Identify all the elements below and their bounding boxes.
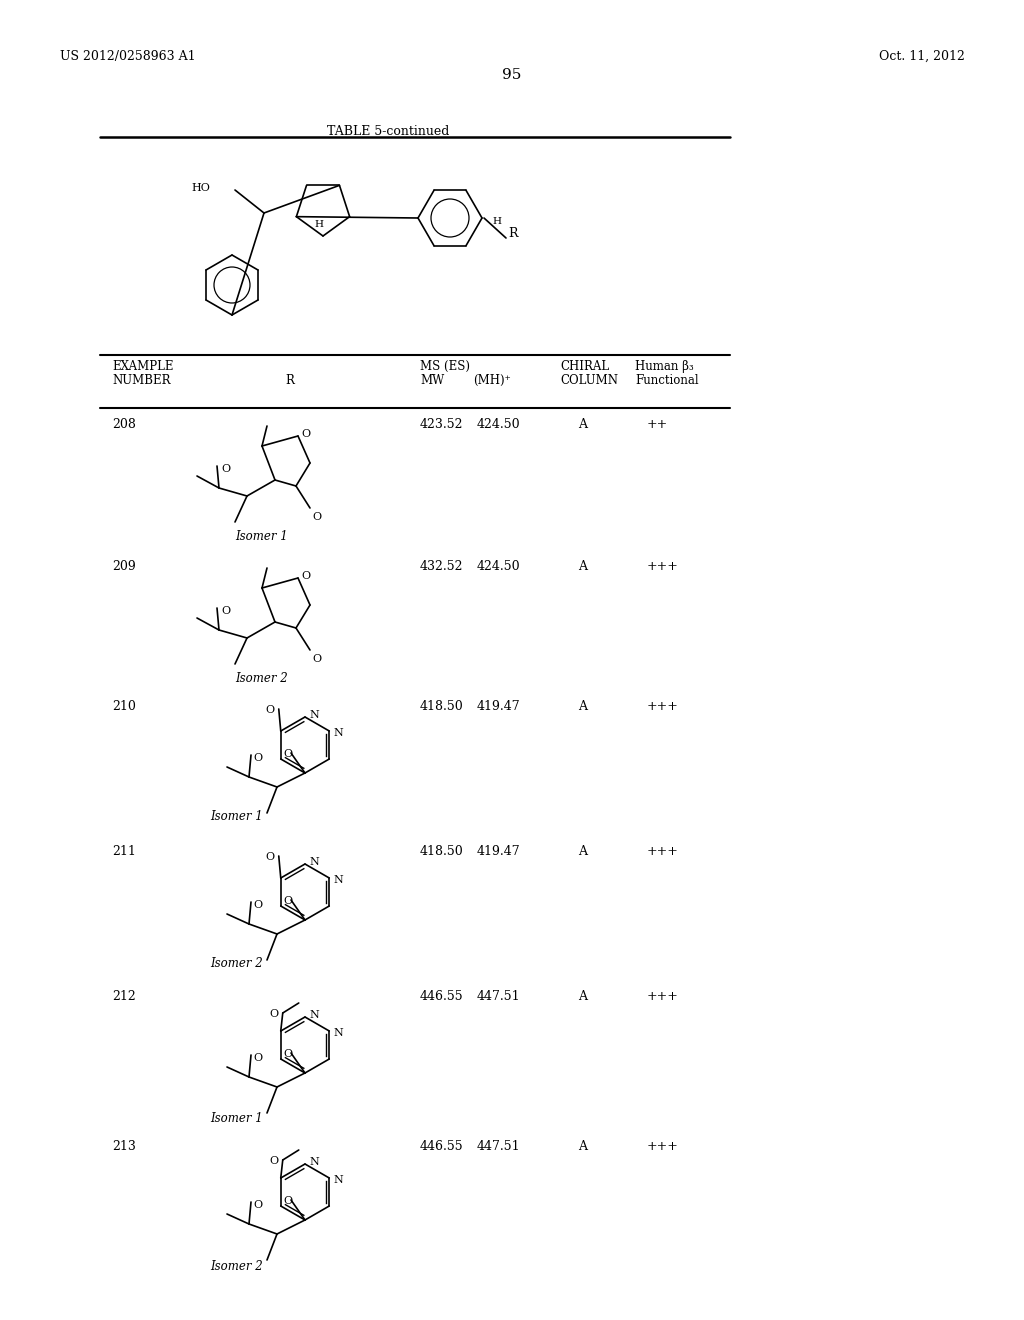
Text: +++: +++ bbox=[647, 1140, 679, 1152]
Text: 210: 210 bbox=[112, 700, 136, 713]
Text: 209: 209 bbox=[112, 560, 136, 573]
Text: 213: 213 bbox=[112, 1140, 136, 1152]
Text: O: O bbox=[312, 512, 322, 521]
Text: O: O bbox=[284, 748, 293, 759]
Text: CHIRAL: CHIRAL bbox=[560, 360, 609, 374]
Text: Human β₃: Human β₃ bbox=[635, 360, 693, 374]
Text: O: O bbox=[312, 653, 322, 664]
Text: HO: HO bbox=[191, 183, 210, 193]
Text: O: O bbox=[253, 1200, 262, 1210]
Text: 432.52: 432.52 bbox=[420, 560, 464, 573]
Text: O: O bbox=[265, 705, 274, 715]
Text: A: A bbox=[578, 845, 587, 858]
Text: O: O bbox=[253, 1053, 262, 1063]
Text: N: N bbox=[309, 1158, 318, 1167]
Text: 447.51: 447.51 bbox=[477, 990, 520, 1003]
Text: O: O bbox=[253, 900, 262, 909]
Text: N: N bbox=[333, 875, 343, 884]
Text: 418.50: 418.50 bbox=[420, 845, 464, 858]
Text: MS (ES): MS (ES) bbox=[420, 360, 470, 374]
Text: +++: +++ bbox=[647, 845, 679, 858]
Text: N: N bbox=[333, 1175, 343, 1185]
Text: A: A bbox=[578, 990, 587, 1003]
Text: Isomer 1: Isomer 1 bbox=[210, 1111, 263, 1125]
Text: N: N bbox=[309, 857, 318, 867]
Text: O: O bbox=[301, 429, 310, 440]
Text: O: O bbox=[284, 896, 293, 906]
Text: A: A bbox=[578, 700, 587, 713]
Text: Isomer 2: Isomer 2 bbox=[210, 957, 263, 970]
Text: (MH)⁺: (MH)⁺ bbox=[473, 374, 511, 387]
Text: O: O bbox=[221, 465, 230, 474]
Text: O: O bbox=[284, 1196, 293, 1206]
Text: O: O bbox=[269, 1156, 279, 1166]
Text: O: O bbox=[221, 606, 230, 616]
Text: 212: 212 bbox=[112, 990, 136, 1003]
Text: +++: +++ bbox=[647, 560, 679, 573]
Text: 447.51: 447.51 bbox=[477, 1140, 520, 1152]
Text: +++: +++ bbox=[647, 700, 679, 713]
Text: 424.50: 424.50 bbox=[477, 560, 520, 573]
Text: O: O bbox=[269, 1008, 279, 1019]
Text: 418.50: 418.50 bbox=[420, 700, 464, 713]
Text: NUMBER: NUMBER bbox=[112, 374, 171, 387]
Text: Isomer 1: Isomer 1 bbox=[210, 810, 263, 822]
Text: Functional: Functional bbox=[635, 374, 698, 387]
Text: O: O bbox=[301, 572, 310, 581]
Text: A: A bbox=[578, 560, 587, 573]
Text: TABLE 5-continued: TABLE 5-continued bbox=[327, 125, 450, 139]
Text: MW: MW bbox=[420, 374, 444, 387]
Text: 446.55: 446.55 bbox=[420, 1140, 464, 1152]
Text: H: H bbox=[314, 220, 324, 228]
Text: R: R bbox=[285, 374, 294, 387]
Text: H: H bbox=[492, 216, 501, 226]
Text: 446.55: 446.55 bbox=[420, 990, 464, 1003]
Text: N: N bbox=[309, 1010, 318, 1020]
Text: COLUMN: COLUMN bbox=[560, 374, 618, 387]
Text: US 2012/0258963 A1: US 2012/0258963 A1 bbox=[60, 50, 196, 63]
Text: O: O bbox=[253, 752, 262, 763]
Text: 208: 208 bbox=[112, 418, 136, 432]
Text: Isomer 1: Isomer 1 bbox=[234, 531, 288, 543]
Text: A: A bbox=[578, 418, 587, 432]
Text: O: O bbox=[284, 1049, 293, 1059]
Text: A: A bbox=[578, 1140, 587, 1152]
Text: N: N bbox=[333, 1028, 343, 1038]
Text: Isomer 2: Isomer 2 bbox=[210, 1261, 263, 1272]
Text: O: O bbox=[265, 851, 274, 862]
Text: N: N bbox=[333, 729, 343, 738]
Text: Isomer 2: Isomer 2 bbox=[234, 672, 288, 685]
Text: 211: 211 bbox=[112, 845, 136, 858]
Text: 423.52: 423.52 bbox=[420, 418, 464, 432]
Text: ++: ++ bbox=[647, 418, 669, 432]
Text: 424.50: 424.50 bbox=[477, 418, 520, 432]
Text: 419.47: 419.47 bbox=[477, 700, 520, 713]
Text: N: N bbox=[309, 710, 318, 719]
Text: 419.47: 419.47 bbox=[477, 845, 520, 858]
Text: Oct. 11, 2012: Oct. 11, 2012 bbox=[880, 50, 965, 63]
Text: R: R bbox=[508, 227, 517, 240]
Text: +++: +++ bbox=[647, 990, 679, 1003]
Text: EXAMPLE: EXAMPLE bbox=[112, 360, 173, 374]
Text: 95: 95 bbox=[503, 69, 521, 82]
